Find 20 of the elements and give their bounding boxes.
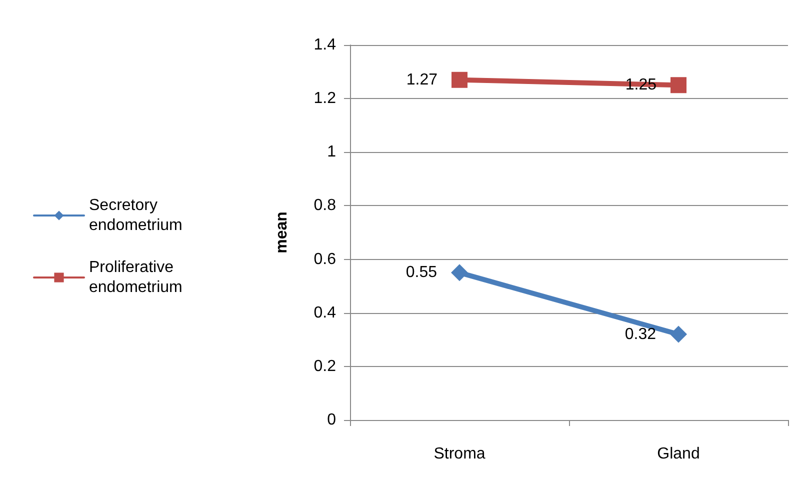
- y-tick-label: 0.4: [314, 304, 336, 322]
- data-label: 0.55: [406, 264, 438, 282]
- y-tick-label: 1.4: [314, 36, 336, 54]
- point: [670, 77, 686, 94]
- x-tick-label: Stroma: [434, 446, 486, 462]
- point: [451, 264, 468, 282]
- point: [452, 72, 468, 88]
- y-axis-title: mean: [274, 212, 290, 254]
- legend-label: Secretory endometrium: [89, 197, 182, 234]
- y-tick-label: 0: [327, 412, 336, 428]
- point: [670, 326, 687, 343]
- data-label: 1.27: [406, 71, 438, 88]
- y-tick-label: 0.2: [314, 358, 336, 375]
- data-label: 0.32: [624, 326, 656, 343]
- y-tick-label: 0.6: [314, 250, 336, 268]
- y-tick-label: 0.8: [314, 197, 336, 214]
- x-tick-label: Gland: [657, 446, 700, 462]
- y-tick-label: 1.2: [314, 90, 336, 108]
- y-tick-label: 1: [327, 144, 336, 161]
- legend-label: Proliferative endometrium: [89, 259, 182, 296]
